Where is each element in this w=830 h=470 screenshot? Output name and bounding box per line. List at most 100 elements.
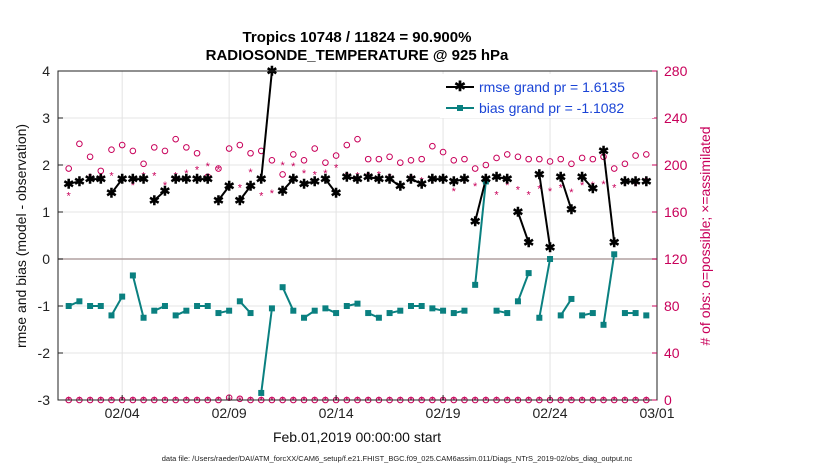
rmse-point: ✱ (256, 172, 267, 187)
bias-point (493, 307, 500, 314)
y2-tick-label: 0 (664, 392, 672, 408)
bias-point (129, 272, 136, 279)
y2-tick-label: 240 (664, 110, 688, 126)
obs-assimilated-marker: * (227, 184, 232, 196)
rmse-point: ✱ (641, 174, 652, 189)
bias-point (301, 314, 308, 321)
obs-possible-marker (290, 151, 297, 158)
obs-assimilated-marker: * (334, 162, 339, 174)
rmse-line-segment (581, 176, 594, 190)
obs-assimilated-marker: * (612, 182, 617, 194)
rmse-point: ✱ (416, 176, 427, 191)
obs-bottom-assimilated-marker: * (527, 395, 532, 407)
obs-bottom-assimilated-marker: * (377, 395, 382, 407)
rmse-point: ✱ (352, 172, 363, 187)
obs-possible-marker (407, 157, 415, 164)
obs-possible-marker (568, 160, 575, 168)
legend-box (440, 74, 654, 118)
bias-point (386, 310, 393, 317)
obs-assimilated-marker: * (537, 184, 542, 196)
bias-point (418, 303, 425, 309)
obs-assimilated-marker: * (323, 168, 328, 180)
bias-point (172, 312, 179, 319)
obs-assimilated-marker: * (430, 178, 435, 190)
y2-tick-label: 200 (664, 157, 688, 173)
bias-point (557, 312, 564, 319)
bias-point (65, 303, 72, 309)
obs-bottom-assimilated-marker: * (280, 395, 285, 407)
bias-point (76, 298, 83, 305)
obs-bottom-assimilated-marker: * (494, 395, 499, 407)
legend-rmse-label: rmse grand pr = 1.6135 (479, 79, 625, 95)
y-tick-label: 4 (42, 63, 50, 79)
obs-bottom-assimilated-marker: * (163, 395, 168, 407)
rmse-line-segment (602, 150, 616, 243)
rmse-point: ✱ (480, 172, 491, 187)
y2-tick-label: 80 (664, 298, 680, 314)
obs-bottom-assimilated-marker: * (591, 395, 596, 407)
plot-area (58, 71, 657, 400)
obs-bottom-assimilated-marker: * (409, 395, 414, 407)
y2-tick-label: 160 (664, 204, 688, 220)
bias-point (258, 389, 265, 396)
bias-point (525, 270, 532, 277)
obs-bottom-assimilated-marker: * (345, 395, 350, 407)
rmse-line-segment (324, 178, 337, 194)
bias-point (97, 303, 104, 309)
bias-point (482, 178, 489, 185)
x-tick-label: 02/19 (426, 405, 461, 421)
rmse-line-segment (110, 178, 123, 194)
obs-possible-marker (108, 146, 115, 154)
obs-assimilated-marker: * (462, 178, 467, 190)
obs-possible-marker (578, 154, 586, 162)
rmse-point: ✱ (74, 174, 85, 189)
rmse-point: ✱ (523, 235, 534, 250)
obs-bottom-assimilated-marker: * (452, 395, 457, 407)
obs-possible-marker (514, 153, 522, 161)
bias-point (108, 312, 115, 319)
obs-possible-marker (172, 135, 179, 143)
x-tick-label: 03/01 (639, 405, 674, 421)
rmse-point: ✱ (288, 172, 299, 187)
y-tick-label: 2 (42, 157, 50, 173)
obs-assimilated-marker: * (99, 173, 104, 185)
rmse-point: ✱ (630, 174, 641, 189)
obs-possible-marker (140, 160, 147, 168)
legend: ✱ rmse grand pr = 1.6135 bias grand pr =… (440, 74, 654, 118)
rmse-line-segment (453, 178, 465, 183)
obs-assimilated-marker: * (131, 180, 136, 192)
rmse-point: ✱ (170, 172, 181, 187)
obs-bottom-assimilated-marker: * (248, 395, 253, 407)
x-tick-label: 02/09 (212, 405, 247, 421)
bias-point (333, 310, 340, 317)
obs-possible-marker (557, 155, 565, 163)
obs-possible-marker (482, 161, 490, 169)
rmse-point: ✱ (609, 235, 620, 250)
bias-point (429, 305, 436, 312)
obs-assimilated-marker: * (184, 168, 189, 180)
rmse-point: ✱ (245, 179, 256, 194)
obs-assimilated-marker: * (291, 161, 296, 173)
obs-possible-marker (86, 153, 94, 161)
obs-bottom-assimilated-marker: * (355, 395, 360, 407)
obs-possible-marker (311, 145, 319, 152)
obs-bottom-assimilated-marker: * (270, 395, 275, 407)
rmse-line-segment (538, 174, 552, 248)
obs-bottom-possible-marker (236, 395, 244, 403)
obs-assimilated-marker: * (377, 169, 382, 181)
obs-bottom-assimilated-marker: * (559, 395, 564, 407)
rmse-point: ✱ (384, 172, 395, 187)
obs-assimilated-marker: * (216, 165, 221, 177)
obs-bottom-assimilated-marker: * (505, 395, 510, 407)
obs-bottom-assimilated-marker: * (612, 395, 617, 407)
bias-line-segment (517, 272, 530, 302)
obs-assimilated-marker: * (270, 188, 275, 200)
obs-possible-marker (150, 144, 158, 151)
obs-bottom-assimilated-marker: * (323, 395, 328, 407)
rmse-point: ✱ (85, 172, 96, 187)
obs-assimilated-marker: * (516, 185, 521, 197)
bias-line-segment (110, 296, 124, 316)
obs-possible-marker (536, 155, 543, 163)
obs-possible-marker (97, 167, 105, 175)
rmse-point: ✱ (577, 169, 588, 184)
